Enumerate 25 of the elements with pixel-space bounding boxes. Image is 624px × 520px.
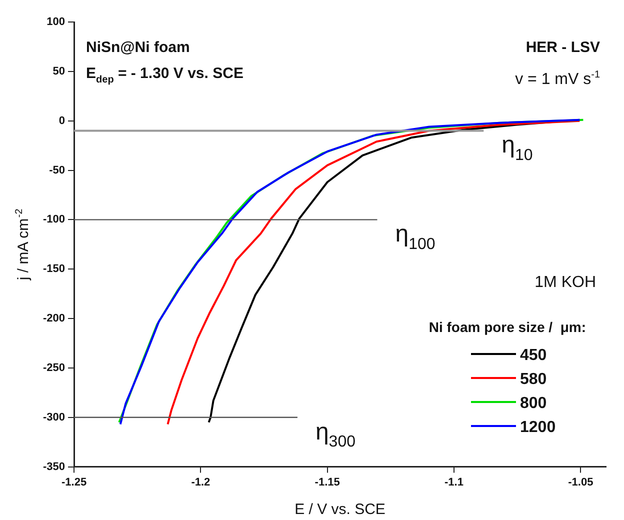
y-tick-label: -150 <box>42 263 66 276</box>
x-tick-label: -1.2 <box>191 476 210 488</box>
y-tick-label: 0 <box>58 114 66 127</box>
x-tick-label: -1.15 <box>314 476 340 488</box>
y-tick-label: -300 <box>42 411 66 424</box>
legend-label: 580 <box>520 371 547 388</box>
y-tick-label: -100 <box>42 214 66 226</box>
y-tick-label: -350 <box>42 460 66 473</box>
x-tick-label: -1.25 <box>61 476 87 488</box>
annotation: 1M KOH <box>534 274 596 291</box>
y-tick-label: -200 <box>42 312 66 325</box>
legend-label: 450 <box>520 347 547 364</box>
annotation: NiSn@Ni foam <box>86 39 190 56</box>
x-axis-title: E / V vs. SCE <box>294 501 386 518</box>
legend-title: Ni foam pore size / μm: <box>428 319 586 335</box>
y-axis-title: j / mA cm-2 <box>14 208 32 282</box>
legend-label: 800 <box>520 395 547 412</box>
y-tick-label: -250 <box>42 362 66 374</box>
y-tick-label: 50 <box>52 65 66 78</box>
y-tick-label: -50 <box>49 164 66 176</box>
x-tick-label: -1.05 <box>568 476 594 488</box>
y-tick-label: 100 <box>46 16 66 28</box>
legend-label: 1200 <box>520 419 556 436</box>
x-tick-label: -1.1 <box>444 476 464 488</box>
annotation: HER - LSV <box>526 39 600 56</box>
